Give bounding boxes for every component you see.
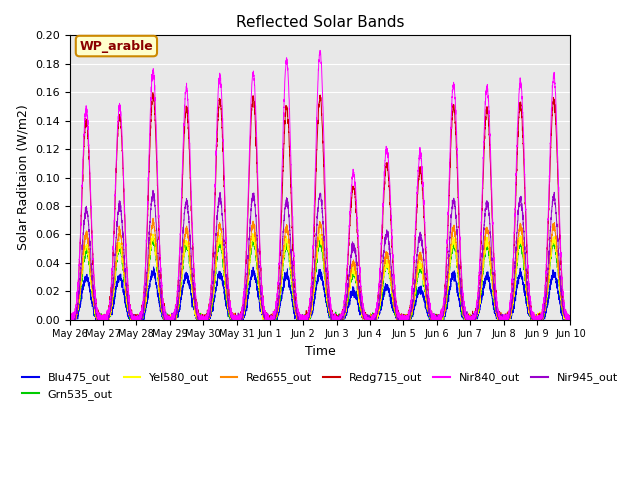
Nir945_out xyxy=(149,187,157,193)
Red655_out xyxy=(67,317,74,323)
Redg715_out xyxy=(520,181,528,187)
Yel580_out xyxy=(66,317,74,323)
Yel580_out xyxy=(380,276,387,281)
Yel580_out xyxy=(520,265,528,271)
Nir945_out xyxy=(518,208,526,214)
Redg715_out xyxy=(125,305,133,311)
Line: Grn535_out: Grn535_out xyxy=(70,236,570,320)
Red655_out xyxy=(518,232,526,238)
Grn535_out xyxy=(380,281,387,287)
Grn535_out xyxy=(518,245,526,251)
Nir840_out xyxy=(316,48,324,53)
Nir840_out xyxy=(67,317,74,323)
Redg715_out xyxy=(518,114,526,120)
Legend: Blu475_out, Grn535_out, Yel580_out, Red655_out, Redg715_out, Nir840_out, Nir945_: Blu475_out, Grn535_out, Yel580_out, Red6… xyxy=(17,368,623,404)
Nir840_out xyxy=(125,302,133,308)
Red655_out xyxy=(520,252,528,258)
Red655_out xyxy=(380,270,387,276)
Grn535_out xyxy=(258,303,266,309)
Nir945_out xyxy=(540,310,548,316)
Yel580_out xyxy=(66,315,74,321)
Nir945_out xyxy=(566,315,574,321)
Nir945_out xyxy=(520,237,528,243)
Yel580_out xyxy=(566,317,574,323)
Grn535_out xyxy=(66,317,74,323)
Red655_out xyxy=(66,316,74,322)
Nir840_out xyxy=(66,316,74,322)
Grn535_out xyxy=(540,313,548,319)
Line: Nir840_out: Nir840_out xyxy=(70,50,570,320)
Red655_out xyxy=(540,308,548,313)
Nir840_out xyxy=(540,295,548,300)
Yel580_out xyxy=(258,306,266,312)
Blu475_out xyxy=(66,316,74,322)
Nir945_out xyxy=(258,295,266,300)
Redg715_out xyxy=(540,301,548,307)
Yel580_out xyxy=(518,242,526,248)
Nir945_out xyxy=(66,317,74,323)
Redg715_out xyxy=(149,90,157,96)
Blu475_out xyxy=(518,276,526,282)
Nir840_out xyxy=(380,197,387,203)
Redg715_out xyxy=(258,286,266,291)
Red655_out xyxy=(125,309,133,315)
Blu475_out xyxy=(125,315,133,321)
Nir840_out xyxy=(566,317,574,323)
Grn535_out xyxy=(125,308,133,313)
Redg715_out xyxy=(566,316,574,322)
Blu475_out xyxy=(540,312,548,317)
Redg715_out xyxy=(66,316,74,322)
Blu475_out xyxy=(566,317,574,323)
Blu475_out xyxy=(520,288,528,293)
Y-axis label: Solar Raditaion (W/m2): Solar Raditaion (W/m2) xyxy=(17,105,29,251)
Yel580_out xyxy=(125,312,133,318)
Blu475_out xyxy=(150,264,157,270)
Nir945_out xyxy=(380,259,387,264)
Grn535_out xyxy=(566,315,574,321)
Line: Red655_out: Red655_out xyxy=(70,218,570,320)
Line: Redg715_out: Redg715_out xyxy=(70,93,570,320)
Redg715_out xyxy=(66,317,74,323)
Red655_out xyxy=(566,314,574,320)
Red655_out xyxy=(258,302,266,308)
Line: Nir945_out: Nir945_out xyxy=(70,190,570,320)
Blu475_out xyxy=(258,307,266,313)
Nir945_out xyxy=(125,307,133,312)
Line: Yel580_out: Yel580_out xyxy=(70,233,570,320)
Text: WP_arable: WP_arable xyxy=(79,39,154,52)
Blu475_out xyxy=(66,317,74,323)
Redg715_out xyxy=(380,205,387,211)
Nir840_out xyxy=(518,94,526,99)
Yel580_out xyxy=(540,311,548,317)
Red655_out xyxy=(149,216,157,221)
Yel580_out xyxy=(216,230,224,236)
Nir840_out xyxy=(520,161,528,167)
Nir840_out xyxy=(258,276,266,282)
Grn535_out xyxy=(520,266,528,272)
Line: Blu475_out: Blu475_out xyxy=(70,267,570,320)
Blu475_out xyxy=(380,293,387,299)
Grn535_out xyxy=(216,233,223,239)
Title: Reflected Solar Bands: Reflected Solar Bands xyxy=(236,15,404,30)
X-axis label: Time: Time xyxy=(305,345,335,358)
